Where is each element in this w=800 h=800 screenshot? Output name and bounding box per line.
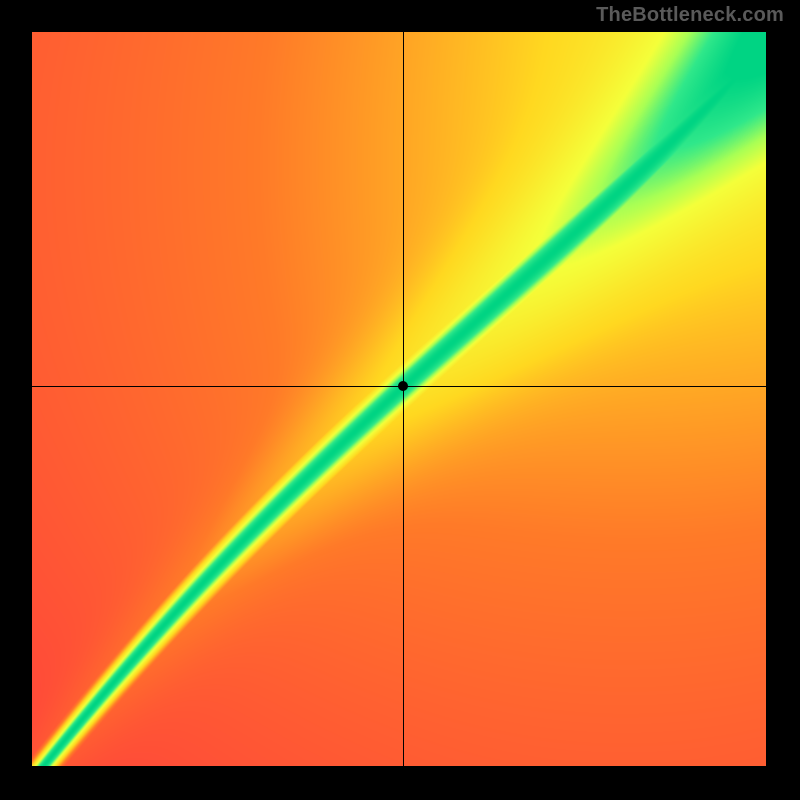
watermark-text: TheBottleneck.com [596,4,784,27]
chart-container: TheBottleneck.com [0,0,800,800]
plot-area [32,32,766,766]
heatmap-canvas [32,32,766,766]
